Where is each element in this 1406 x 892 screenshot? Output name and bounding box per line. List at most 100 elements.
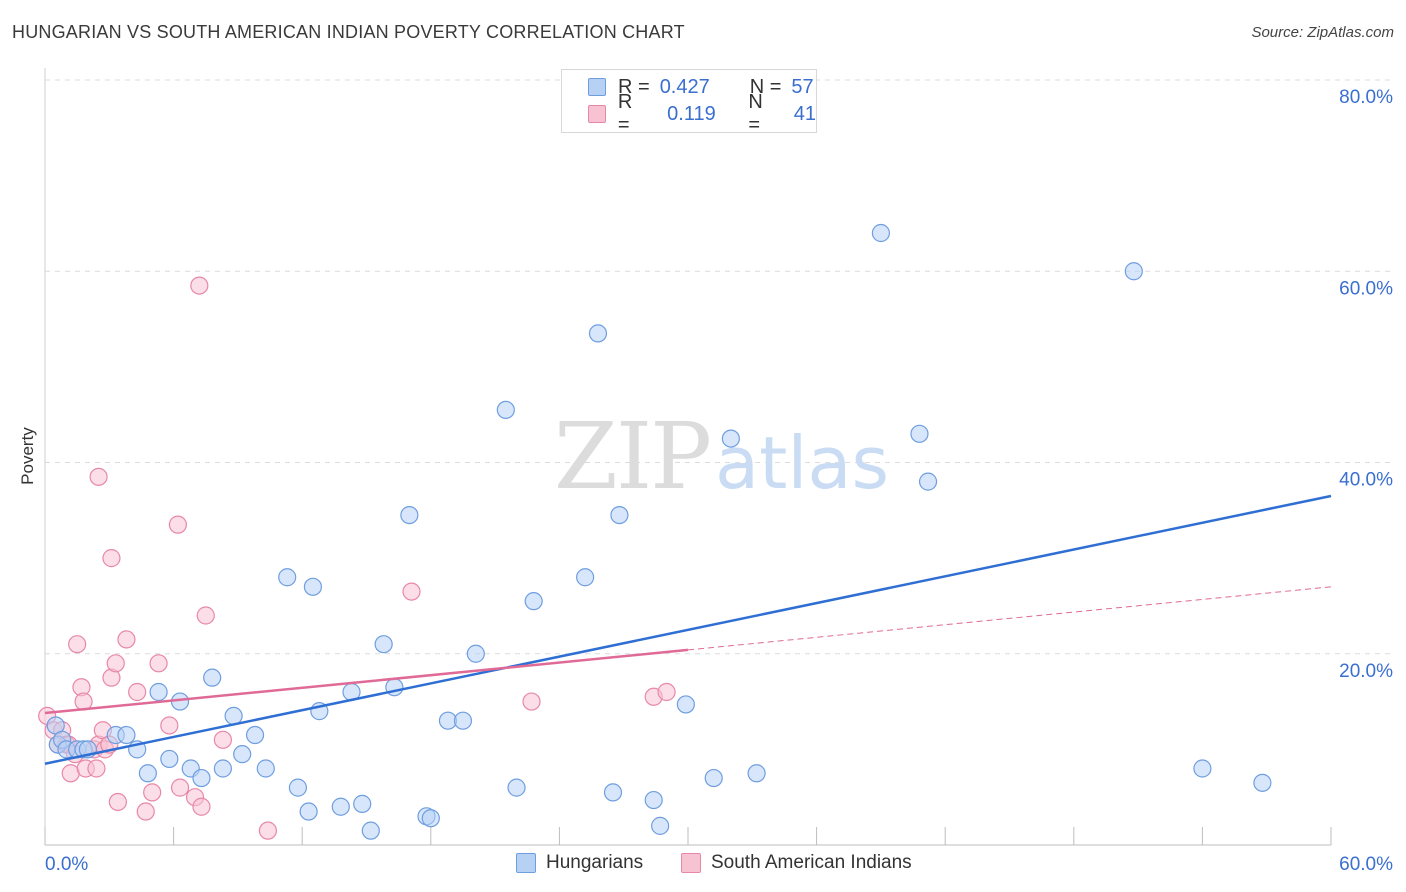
legend-swatch-hungarians	[516, 853, 536, 873]
x-tick-labels: 0.0% 60.0%	[45, 854, 1393, 875]
data-point-hungarians	[233, 745, 252, 764]
y-tick-label: 20.0%	[1339, 661, 1393, 682]
data-point-south-american-indians	[258, 821, 278, 840]
data-point-south-american-indians	[136, 802, 155, 821]
data-point-hungarians	[400, 505, 419, 525]
data-point-hungarians	[721, 429, 740, 448]
data-point-south-american-indians	[190, 276, 209, 295]
data-point-hungarians	[245, 725, 265, 745]
data-point-south-american-indians	[402, 582, 421, 601]
r-value: 0.427	[659, 75, 710, 98]
legend-label-hungarians: Hungarians	[546, 852, 644, 873]
data-point-south-american-indians	[68, 635, 87, 654]
data-point-south-american-indians	[196, 606, 215, 625]
n-value: 41	[793, 102, 816, 125]
data-point-south-american-indians	[657, 682, 676, 702]
x-tick-label: 0.0%	[45, 854, 88, 875]
data-point-hungarians	[149, 682, 168, 702]
data-point-south-american-indians	[106, 654, 125, 673]
data-point-south-american-indians	[160, 716, 179, 735]
series-hungarians	[46, 223, 1272, 840]
data-point-hungarians	[138, 764, 157, 783]
data-point-hungarians	[1253, 773, 1272, 792]
data-point-hungarians	[871, 223, 891, 243]
data-point-hungarians	[160, 749, 179, 769]
data-point-hungarians	[651, 816, 670, 835]
y-tick-label: 80.0%	[1339, 87, 1393, 108]
data-point-hungarians	[353, 794, 372, 813]
data-point-hungarians	[507, 778, 526, 797]
data-point-hungarians	[918, 472, 938, 491]
data-point-south-american-indians	[89, 467, 108, 486]
trend-line-hungarians	[44, 494, 1332, 765]
legend-swatch-south-american-indians	[681, 853, 701, 873]
legend-row-south-american-indians: R = 0.119 N = 41	[588, 91, 816, 136]
data-point-south-american-indians	[192, 797, 211, 816]
gridlines	[45, 79, 1392, 655]
data-point-hungarians	[747, 764, 766, 783]
data-point-south-american-indians	[522, 692, 541, 711]
data-point-hungarians	[1193, 759, 1212, 778]
n-value: 57	[791, 75, 814, 98]
source-label: Source: ZipAtlas.com	[1251, 24, 1394, 41]
data-point-south-american-indians	[143, 783, 162, 802]
legend-label-south-american-indians: South American Indians	[711, 852, 912, 873]
legend-item-hungarians: Hungarians	[516, 852, 643, 874]
data-point-south-american-indians	[61, 764, 80, 783]
data-point-hungarians	[331, 797, 350, 816]
n-label: N =	[749, 75, 782, 98]
legend-swatch-blue	[588, 78, 606, 96]
series-legend: Hungarians South American Indians	[0, 852, 1406, 876]
data-point-hungarians	[676, 695, 695, 714]
data-point-hungarians	[910, 424, 929, 443]
data-point-hungarians	[496, 400, 515, 420]
y-tick-label: 40.0%	[1339, 470, 1393, 491]
data-point-hungarians	[203, 668, 222, 687]
trend-line-south-american-indians	[44, 648, 689, 715]
data-point-south-american-indians	[213, 730, 232, 749]
legend-row-hungarians: R = 0.427 N = 57	[588, 75, 814, 99]
r-value: 0.119	[667, 102, 716, 125]
data-point-hungarians	[256, 759, 275, 778]
trend-lines	[44, 494, 1332, 765]
data-point-south-american-indians	[108, 792, 127, 812]
correlation-legend: R = 0.427 N = 57 R = 0.119 N = 41	[561, 69, 817, 136]
data-point-hungarians	[588, 324, 608, 343]
data-point-hungarians	[278, 568, 297, 587]
r-label: R =	[618, 75, 650, 98]
data-point-south-american-indians	[87, 759, 106, 778]
data-point-hungarians	[421, 809, 440, 828]
data-point-hungarians	[299, 802, 318, 821]
data-point-south-american-indians	[128, 682, 147, 702]
data-point-hungarians	[361, 821, 380, 840]
data-point-hungarians	[303, 577, 323, 596]
legend-item-south-american-indians: South American Indians	[681, 852, 912, 874]
data-point-south-american-indians	[168, 515, 187, 534]
data-point-hungarians	[603, 783, 623, 802]
y-tick-labels: 20.0% 40.0% 60.0% 80.0%	[1339, 87, 1393, 682]
data-point-hungarians	[192, 768, 211, 788]
x-tick-label: 60.0%	[1339, 854, 1393, 875]
chart-title: HUNGARIAN VS SOUTH AMERICAN INDIAN POVER…	[12, 22, 685, 42]
data-point-hungarians	[374, 635, 393, 654]
watermark: ZIP atlas	[554, 403, 889, 510]
data-point-hungarians	[644, 790, 663, 810]
trend-line-south-american-indians-extension	[687, 586, 1332, 651]
data-point-hungarians	[1124, 262, 1143, 281]
legend-swatch-pink	[588, 105, 606, 123]
data-point-hungarians	[576, 568, 595, 587]
data-point-hungarians	[453, 711, 473, 730]
data-point-hungarians	[610, 505, 629, 525]
watermark-zip: ZIP	[554, 403, 710, 510]
data-point-south-american-indians	[149, 654, 168, 673]
data-point-south-american-indians	[170, 778, 190, 797]
data-point-hungarians	[224, 706, 243, 726]
watermark-atlas: atlas	[715, 421, 889, 505]
data-point-south-american-indians	[117, 630, 136, 649]
data-point-hungarians	[213, 759, 232, 778]
n-label: N =	[748, 91, 763, 136]
data-point-hungarians	[288, 778, 308, 797]
data-point-hungarians	[117, 725, 136, 745]
data-point-hungarians	[466, 644, 485, 663]
